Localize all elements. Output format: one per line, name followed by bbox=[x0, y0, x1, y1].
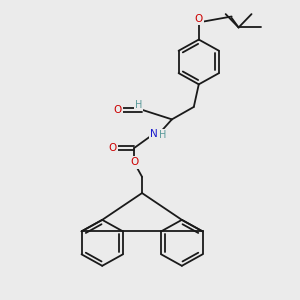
Text: H: H bbox=[159, 130, 167, 140]
Text: H: H bbox=[135, 100, 142, 110]
Text: O: O bbox=[130, 158, 138, 167]
Text: N: N bbox=[150, 129, 158, 139]
Text: O: O bbox=[108, 143, 117, 153]
Text: O: O bbox=[195, 14, 203, 24]
Text: O: O bbox=[113, 105, 122, 115]
